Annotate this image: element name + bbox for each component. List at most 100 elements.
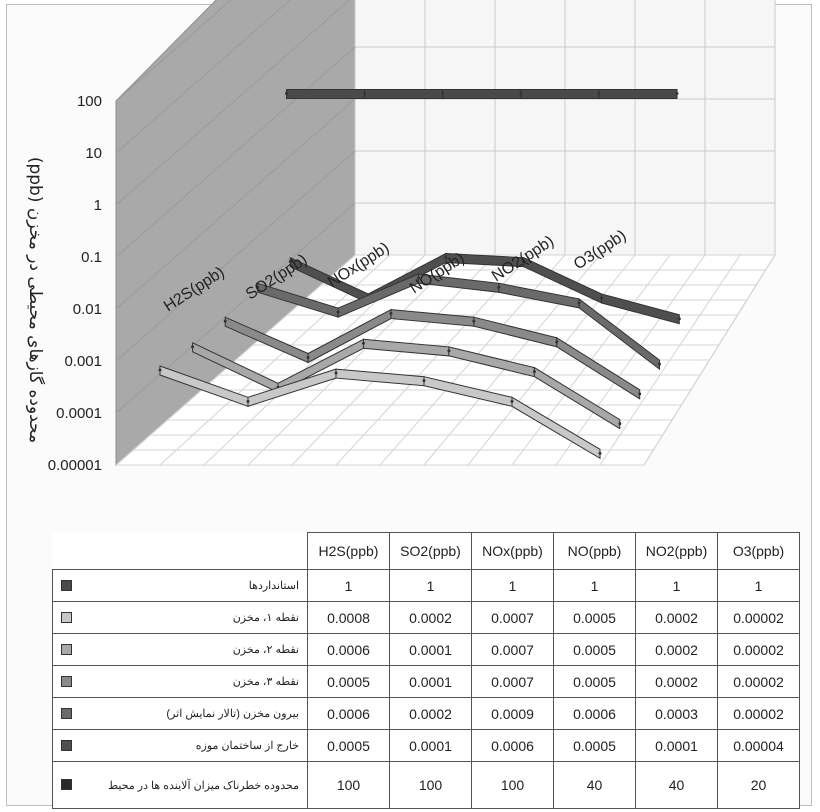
data-point [158,368,162,372]
data-point [306,356,310,359]
data-point [444,256,448,260]
floor-gridline [599,254,741,466]
table-cell: 0.0007 [471,633,554,666]
data-point [223,319,227,323]
side-wall-gridline [115,0,232,102]
table-cell: 40 [635,761,718,809]
table-row: استانداردها 1 1 1 1 1 1 [52,569,800,602]
floor-gridline [555,254,706,466]
side-wall-gridline [115,150,356,362]
table-cell: 0.0007 [471,665,554,698]
table-cell: 1 [635,569,718,602]
floor-gridline [115,254,356,466]
floor-gridline [467,254,636,466]
table-row: نقطه ۳، مخزن 0.0005 0.0001 0.0007 0.0005 0.00… [52,665,800,698]
legend-label: خارج از ساختمان موزه [195,740,299,752]
data-point [522,260,526,264]
legend-label: استانداردها [248,580,299,592]
side-wall-gridline [115,46,356,258]
legend-entry: نقطه ۳، مخزن [52,665,308,698]
series-line [158,365,602,460]
table-cell: 0.0002 [389,697,472,730]
table-cell: 0.0005 [553,633,636,666]
table-cell: 0.0003 [635,697,718,730]
series-segment [556,336,641,400]
y-tick-label: 100 [77,93,102,110]
table-cell: 0.0001 [389,729,472,762]
y-tick-label: 0.01 [73,301,102,318]
data-point [361,341,365,345]
table-cell: 0.00002 [717,601,800,634]
table-cell: 0.0002 [635,633,718,666]
table-cell: 0.0009 [471,697,554,730]
y-axis-label: محدوده گازهای محیطی در مخزن (ppb) [25,157,46,443]
table-cell: 0.0005 [307,729,390,762]
data-point [472,319,476,323]
y-tick-label: 1 [94,197,102,214]
series-segment [578,297,660,371]
data-table-header-row: H2S(ppb) SO2(ppb) NOx(ppb) NO(ppb) NO2(ppb) O… [53,532,800,570]
table-cell: 0.0005 [553,601,636,634]
table-cell: 0.0001 [389,665,472,698]
data-point [416,276,420,280]
table-cell: 0.0006 [471,729,554,762]
table-row: نقطه ۱، مخزن 0.0008 0.0002 0.0007 0.0005 0.00… [52,601,800,634]
legend-swatch [61,579,72,591]
legend-swatch [61,675,72,687]
chart-series [158,89,681,460]
data-point [256,285,260,289]
table-cell: 0.0002 [635,665,718,698]
data-point [600,296,604,300]
legend-entry: نقطه ۱، مخزن [52,601,308,634]
table-cell: 40 [553,761,636,809]
table-row: خارج از ساختمان موزه 0.0005 0.0001 0.0006 0.… [52,729,800,762]
table-cell: 0.00002 [717,665,800,698]
floor-gridline [423,254,601,466]
data-point [441,92,445,95]
series-line [223,308,642,400]
table-cell: 0.0005 [553,665,636,698]
table-cell: 0.0001 [635,729,718,762]
table-cell: 0.0006 [307,697,390,730]
series-segment [286,89,366,99]
data-point [658,362,661,366]
table-cell: 0.00002 [717,697,800,730]
series-segment [598,89,678,99]
table-cell: 0.0001 [389,633,472,666]
table-cell: 0.0008 [307,601,390,634]
table-cell: 100 [307,761,390,809]
data-point [363,92,367,95]
side-wall-gridline [115,0,291,154]
table-cell: 100 [471,761,554,809]
data-point [288,260,292,264]
chart-walls [114,0,776,467]
data-point [519,92,523,95]
data-table: H2S(ppb) SO2(ppb) NOx(ppb) NO(ppb) NO2(ppb) O… [52,532,800,809]
floor-gridline [291,254,496,466]
data-point [677,317,681,321]
legend-entry: بیرون مخزن (تالار نمایش اثر) [52,697,308,730]
legend-swatch [61,779,72,790]
data-point [334,371,338,375]
legend-label: نقطه ۳، مخزن [232,676,299,688]
table-row: محدوده خطرناک میزان آلاینده ها در محیط 10… [52,761,800,809]
floor-gridline [643,254,776,466]
table-column-header: NO(ppb) [553,532,636,570]
data-point [638,392,642,396]
table-cell: 1 [307,569,390,602]
table-cell: 0.0002 [635,601,718,634]
series-segment [601,293,680,325]
data-point [598,451,602,455]
chart-gridlines [115,0,776,466]
y-tick-label: 10 [85,145,102,162]
side-wall-gridline [115,202,356,414]
data-point [675,92,679,95]
legend-swatch [61,707,72,719]
data-point [618,422,622,426]
legend-swatch [61,611,72,623]
table-cell: 0.0006 [553,697,636,730]
data-point [555,340,559,344]
table-cell: 0.00002 [717,633,800,666]
table-cell: 0.0005 [307,665,390,698]
side-wall-gridline [115,0,351,206]
